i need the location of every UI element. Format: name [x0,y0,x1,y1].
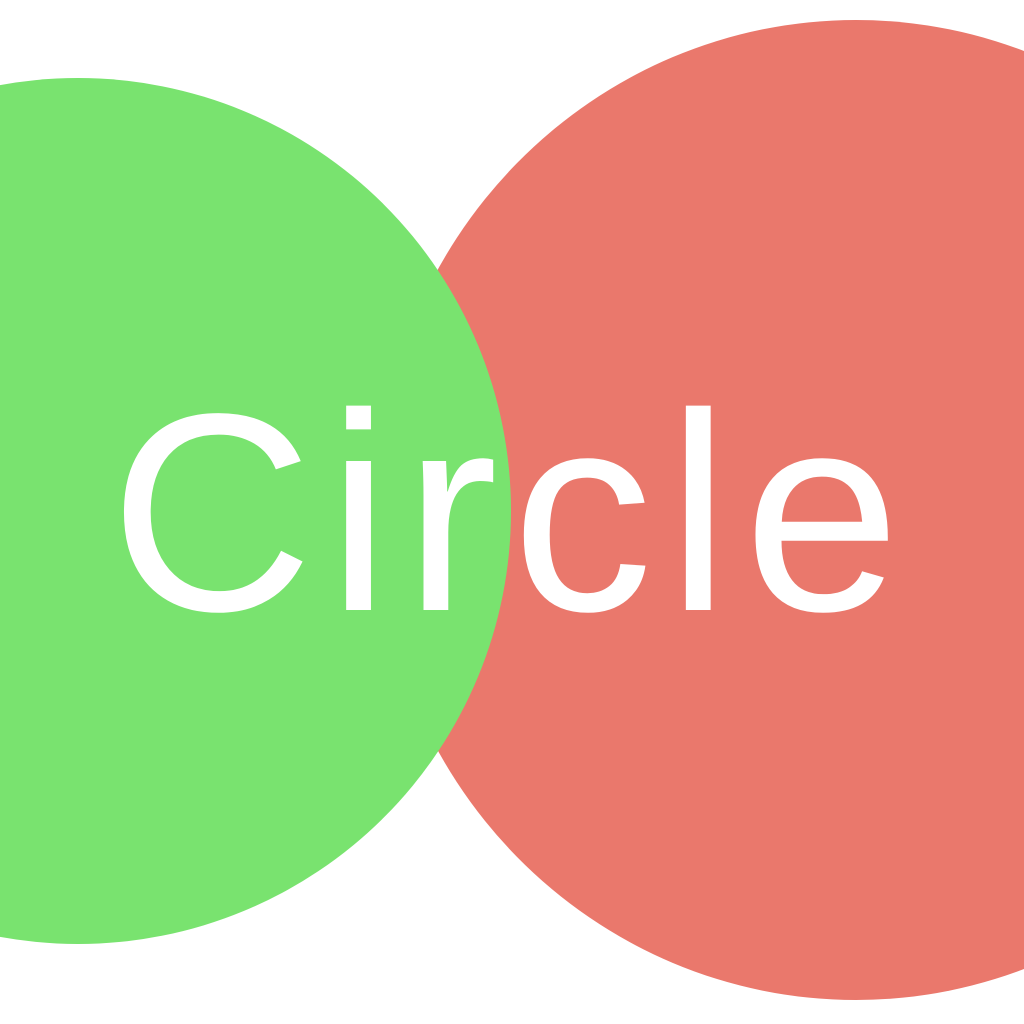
logo-wordmark: Circle [109,355,915,670]
